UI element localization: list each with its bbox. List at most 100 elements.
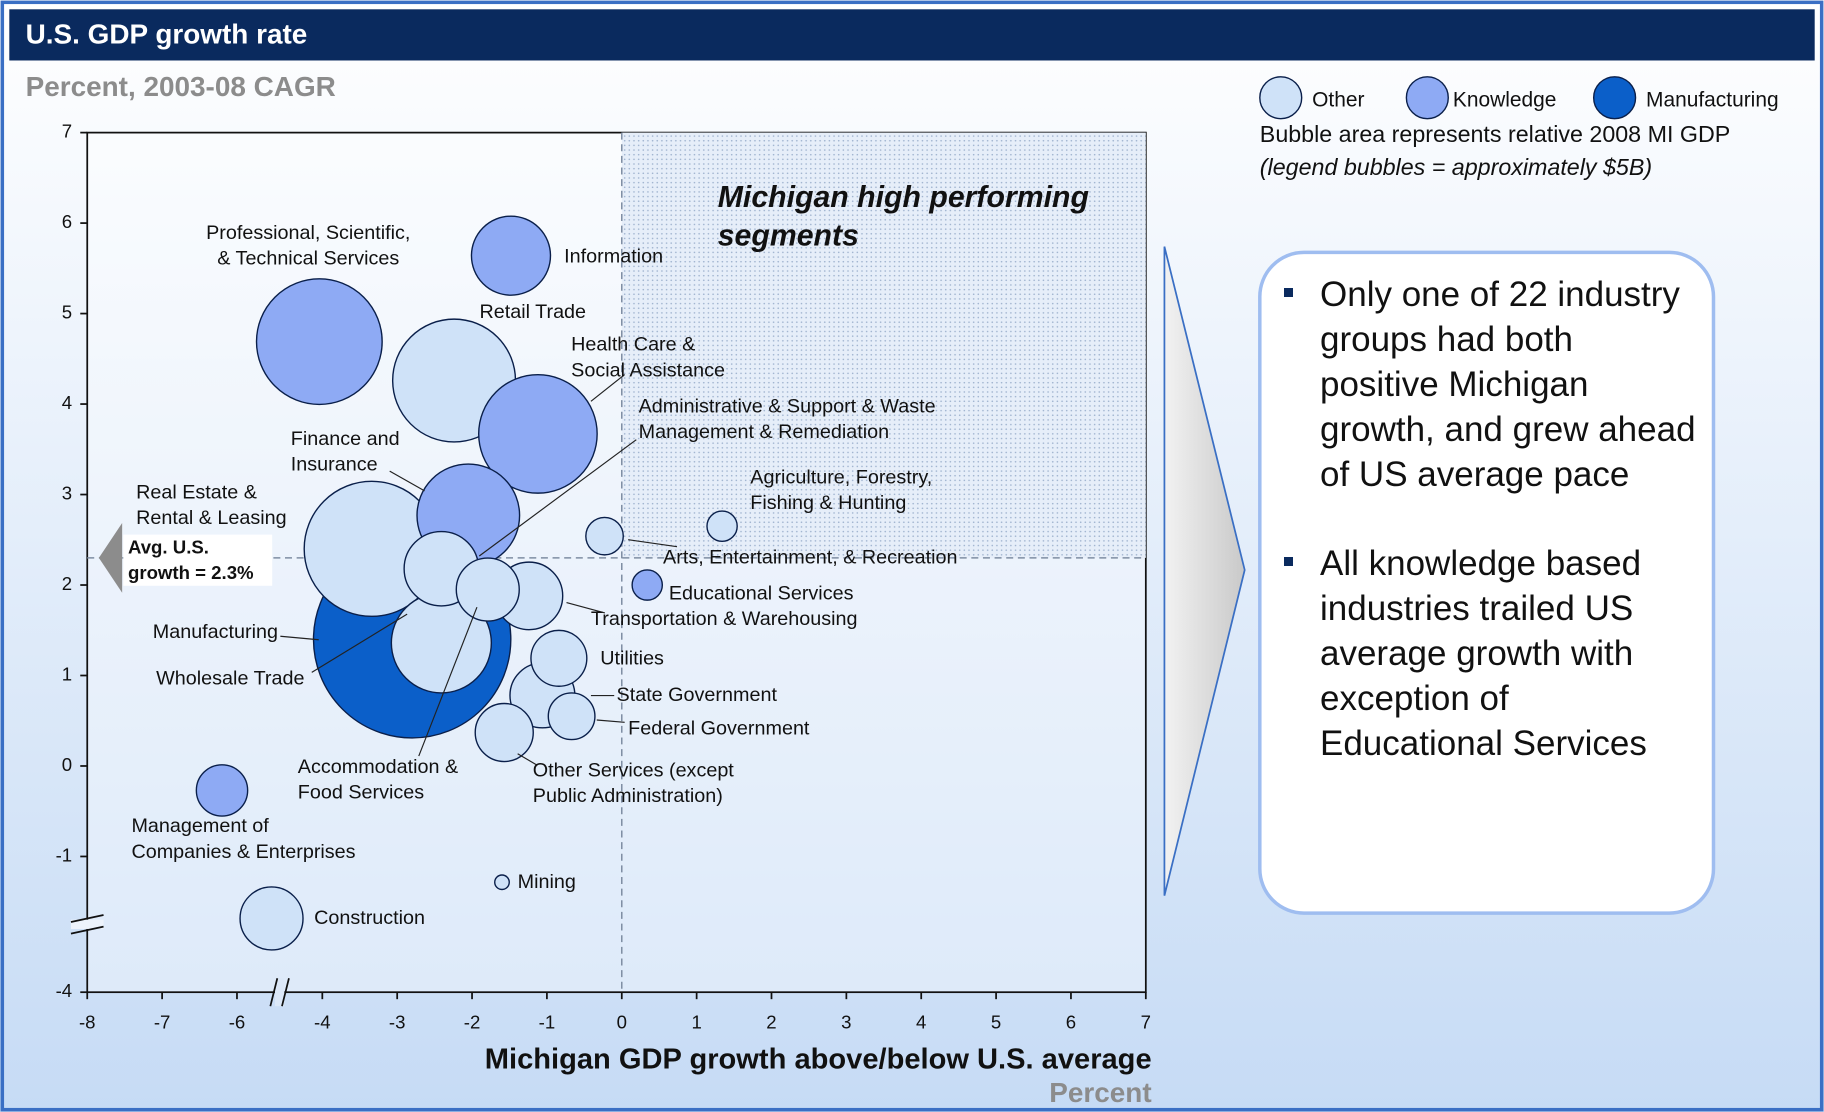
- leader-line: [596, 719, 625, 723]
- x-tick-label: -7: [154, 1012, 171, 1033]
- y-tick-label: -4: [56, 980, 73, 1001]
- legend-note: Bubble area represents relative 2008 MI …: [1260, 121, 1730, 147]
- leader-line: [517, 753, 538, 766]
- bubble-label: Administrative & Support & Waste: [639, 395, 936, 417]
- bubble-label: & Technical Services: [217, 248, 399, 270]
- bubble-label: Social Assistance: [571, 359, 725, 381]
- x-tick-label: 2: [766, 1012, 776, 1033]
- axis-break: [70, 925, 104, 935]
- bubble: [195, 764, 249, 817]
- x-tick-label: -8: [79, 1012, 96, 1033]
- legend-swatch: [1405, 76, 1449, 120]
- leader-line: [311, 613, 408, 673]
- bubble: [494, 874, 510, 891]
- x-tick-label: -3: [389, 1012, 406, 1033]
- bubble-label: Arts, Entertainment, & Recreation: [663, 547, 957, 569]
- bubble-label: Wholesale Trade: [156, 668, 304, 690]
- leader-line: [389, 470, 425, 492]
- bubble-label: Federal Government: [628, 718, 810, 740]
- x-tick-label: -2: [464, 1012, 481, 1033]
- y-tick-label: -1: [56, 844, 73, 865]
- axis-break-gap: [70, 919, 104, 929]
- x-tick-label: -1: [539, 1012, 556, 1033]
- chart-title: U.S. GDP growth rate: [26, 18, 308, 49]
- legend-note: (legend bubbles = approximately $5B): [1260, 154, 1652, 180]
- bubble-label: Real Estate &: [136, 481, 257, 503]
- bubble-label: Companies & Enterprises: [131, 841, 355, 863]
- bubble: [547, 692, 596, 741]
- bubble-label: Information: [564, 245, 663, 267]
- x-tick-label: -6: [229, 1012, 246, 1033]
- x-tick-label: 0: [617, 1012, 627, 1033]
- bubble: [631, 569, 664, 601]
- leader-line: [566, 601, 606, 614]
- reference-label-bg: [123, 534, 273, 586]
- y-tick-label: 3: [62, 482, 72, 503]
- y-tick-label: 2: [62, 573, 72, 594]
- leader-line: [478, 439, 637, 557]
- callout-box: [1258, 250, 1716, 915]
- x-tick-label: 3: [841, 1012, 851, 1033]
- reference-arrow: [98, 522, 123, 593]
- bubble-label: Other Services (except: [533, 759, 735, 781]
- x-tick-label: 6: [1066, 1012, 1076, 1033]
- x-tick-label: 7: [1141, 1012, 1151, 1033]
- bubble-label: Mining: [518, 871, 576, 893]
- high-performing-quadrant: [621, 132, 1146, 558]
- bubble-label: Educational Services: [669, 583, 854, 605]
- bubble: [530, 629, 588, 687]
- y-tick-label: 5: [62, 301, 72, 322]
- leader-line: [418, 606, 478, 757]
- title-bar: [9, 9, 1815, 61]
- subtitle: Percent, 2003-08 CAGR: [26, 71, 336, 102]
- bubble-label: Professional, Scientific,: [206, 222, 410, 244]
- bubble-label: Accommodation &: [298, 756, 458, 778]
- bubble-label: Insurance: [291, 453, 378, 475]
- reference-label: Avg. U.S.: [128, 536, 209, 557]
- bubble: [706, 510, 738, 543]
- bubble-label: Food Services: [298, 782, 424, 804]
- bubble-label: Utilities: [600, 648, 664, 670]
- legend-swatch: [1259, 76, 1303, 120]
- reference-label: growth = 2.3%: [128, 562, 254, 583]
- bubble-label: Transportation & Warehousing: [591, 608, 858, 630]
- bubble-label: Health Care &: [571, 334, 695, 356]
- legend-label: Knowledge: [1453, 89, 1557, 112]
- bubble-label: Retail Trade: [479, 301, 586, 323]
- quadrant-label: Michigan high performing: [718, 181, 1089, 214]
- x-tick-label: 5: [991, 1012, 1001, 1033]
- x-axis-title: Michigan GDP growth above/below U.S. ave…: [485, 1044, 1152, 1076]
- y-tick-label: 4: [62, 392, 72, 413]
- bullet: All knowledge based industries trailed U…: [1266, 541, 1696, 766]
- bubble: [239, 886, 304, 951]
- bubble: [255, 278, 383, 406]
- y-tick-label: 7: [62, 121, 72, 142]
- bubble: [455, 557, 520, 622]
- bubble-label: Fishing & Hunting: [750, 492, 906, 514]
- x-tick-label: -4: [314, 1012, 331, 1033]
- bubble: [474, 702, 534, 763]
- y-tick-label: 0: [62, 754, 72, 775]
- bubble: [470, 215, 552, 296]
- leader-line: [628, 539, 678, 548]
- bullet: Only one of 22 industry groups had both …: [1266, 272, 1696, 497]
- x-tick-label: 1: [691, 1012, 701, 1033]
- callout-arrow: [1163, 246, 1246, 896]
- legend-label: Manufacturing: [1646, 89, 1779, 112]
- bubble: [478, 373, 598, 494]
- axis-break-gap: [274, 978, 285, 1007]
- callout-text: Only one of 22 industry groups had both …: [1266, 272, 1696, 810]
- bubble: [585, 516, 624, 556]
- legend-label: Other: [1312, 89, 1364, 112]
- bubble-label: Management & Remediation: [639, 421, 890, 443]
- leader-line: [590, 374, 626, 402]
- bubble-label: Management of: [131, 815, 269, 837]
- axis-break: [269, 978, 279, 1007]
- axis-break: [70, 914, 104, 923]
- y-tick-label: 6: [62, 211, 72, 232]
- x-tick-label: 4: [916, 1012, 926, 1033]
- y-tick-label: 1: [62, 663, 72, 684]
